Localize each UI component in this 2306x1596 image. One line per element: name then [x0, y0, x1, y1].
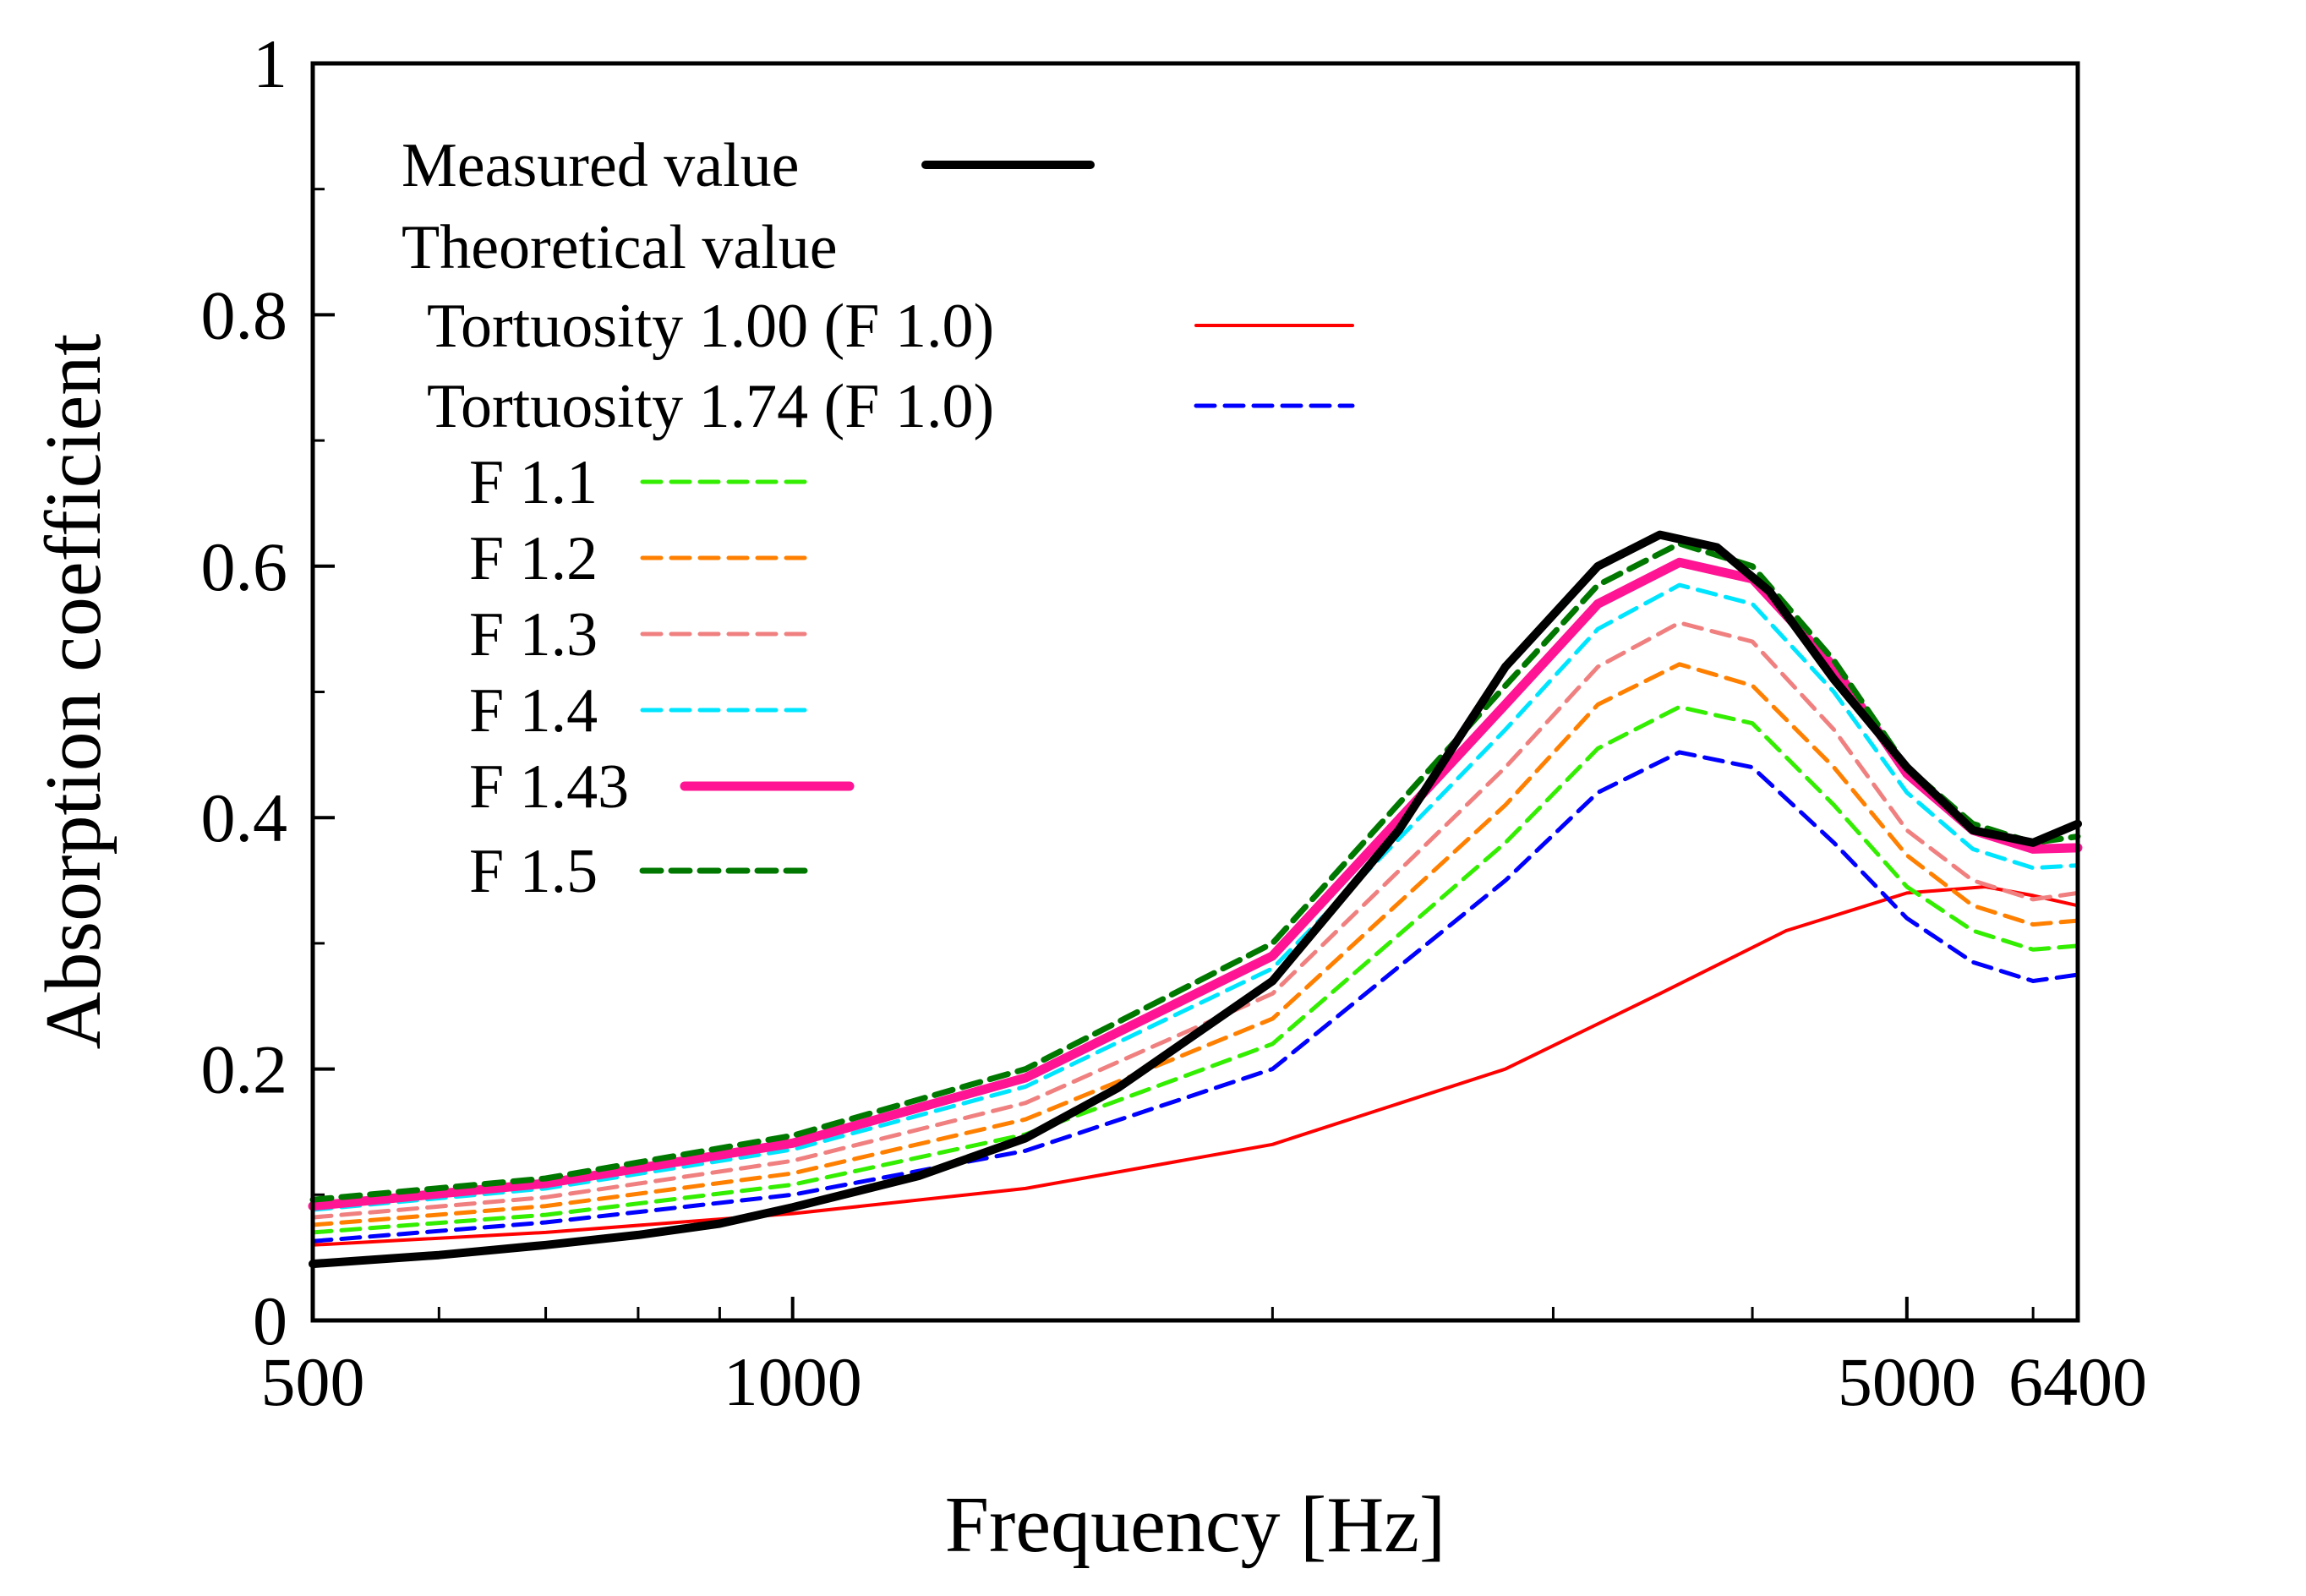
plot-frame	[310, 61, 2080, 1323]
legend-heading: Theoretical value	[402, 213, 838, 282]
y-tick-label: 1	[253, 25, 287, 102]
legend-label: F 1.1	[469, 448, 598, 517]
x-tick-label: 1000	[724, 1343, 862, 1420]
series-line-0	[309, 530, 2082, 1269]
legend: Theoretical value Measured value Tortuosi…	[402, 131, 1355, 906]
series-line-5	[310, 620, 2080, 1220]
legend-label: Tortuosity 1.00 (F 1.0)	[427, 292, 994, 361]
series-line-3	[310, 704, 2080, 1235]
legend-label: F 1.5	[469, 837, 598, 906]
y-tick-label: 0	[253, 1282, 287, 1359]
x-tick-label: 5000	[1838, 1343, 1976, 1420]
series-layer	[308, 530, 2083, 1269]
x-tick-label: 500	[261, 1343, 365, 1420]
legend-label: F 1.43	[469, 752, 629, 822]
legend-label: F 1.2	[469, 524, 598, 593]
y-axis-title: Absorption coefficient	[30, 334, 117, 1050]
series-line-4	[310, 662, 2080, 1227]
y-tick-label: 0.8	[201, 276, 288, 353]
legend-label: F 1.3	[469, 600, 598, 670]
y-tick-label: 0.6	[201, 528, 288, 605]
y-tick-label: 0.2	[201, 1031, 288, 1108]
legend-label: F 1.4	[469, 676, 598, 746]
x-tick-label: 6400	[2008, 1343, 2147, 1420]
series-line-2	[310, 750, 2080, 1243]
labels-layer: 0 0.2 0.4 0.6 0.8 1 500 1000 5000 6400	[201, 25, 2148, 1420]
x-axis-title: Frequency [Hz]	[945, 1481, 1445, 1569]
legend-label: Tortuosity 1.74 (F 1.0)	[427, 372, 994, 441]
legend-label: Measured value	[402, 131, 800, 200]
y-tick-label: 0.4	[201, 779, 288, 856]
series-line-6	[310, 582, 2080, 1212]
